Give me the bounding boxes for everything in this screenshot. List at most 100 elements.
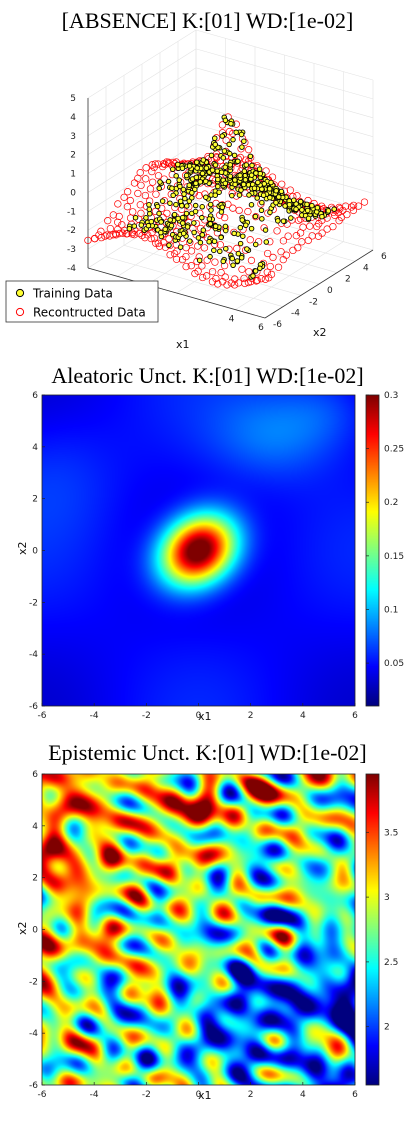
surface-chart-title: [ABSENCE] K:[01] WD:[1e-02] <box>61 8 354 33</box>
reconstructed-point <box>115 229 124 238</box>
training-point <box>208 152 215 159</box>
reconstructed-point <box>159 239 168 247</box>
training-point <box>282 203 288 209</box>
reconstructed-point <box>114 225 122 234</box>
reconstructed-point <box>166 251 174 259</box>
reconstructed-point <box>120 193 128 202</box>
training-point <box>199 204 205 210</box>
epistemic-colorbar <box>366 774 379 1085</box>
training-point <box>193 174 200 181</box>
epistemic-x-tick-label: -2 <box>142 1090 151 1100</box>
surface-z-tick-label: 5 <box>70 94 76 104</box>
training-point <box>286 202 293 208</box>
reconstructed-point <box>194 267 202 275</box>
aleatoric-x-tick-label: -2 <box>142 711 151 721</box>
surface-y-tick-label: -4 <box>291 309 300 319</box>
reconstructed-point <box>126 196 135 205</box>
aleatoric-y-tick-label: -4 <box>29 650 38 660</box>
epistemic-y-tick-label: 2 <box>32 874 38 884</box>
surface-y-tick-label: 0 <box>327 286 333 296</box>
reconstructed-point <box>146 185 155 193</box>
training-point <box>191 229 197 236</box>
training-point <box>146 206 153 213</box>
training-point <box>192 202 199 209</box>
training-point <box>186 182 192 189</box>
training-point <box>233 129 239 136</box>
training-point <box>240 233 246 239</box>
training-point <box>305 215 312 222</box>
reconstructed-point <box>329 222 337 231</box>
training-point <box>275 194 282 200</box>
reconstructed-point <box>277 248 285 256</box>
training-point <box>238 254 245 261</box>
training-point <box>167 200 173 206</box>
reconstructed-point <box>263 249 272 258</box>
reconstructed-point <box>231 275 239 283</box>
training-point <box>197 239 204 246</box>
training-point <box>215 176 221 183</box>
training-point <box>248 202 255 208</box>
reconstructed-point <box>137 209 145 217</box>
axis-edge <box>264 249 374 319</box>
training-point <box>212 223 219 230</box>
training-point <box>262 227 269 233</box>
training-point <box>169 185 175 191</box>
training-point <box>203 194 209 200</box>
training-point <box>229 192 235 199</box>
reconstructed-point <box>306 222 314 230</box>
training-point <box>170 192 176 199</box>
reconstructed-point <box>136 169 144 177</box>
epistemic-y-tick-label: -2 <box>29 977 38 987</box>
training-point <box>183 210 190 217</box>
training-point <box>209 167 216 173</box>
surface-y-tick-label: 2 <box>345 275 351 285</box>
training-point <box>187 238 193 244</box>
training-point <box>223 245 229 252</box>
aleatoric-x-tick-label: -6 <box>38 711 47 721</box>
training-point <box>219 133 226 139</box>
training-point <box>206 216 213 222</box>
reconstructed-point <box>286 186 294 194</box>
reconstructed-point <box>269 253 277 262</box>
training-point <box>192 186 198 193</box>
training-point <box>148 218 155 225</box>
reconstructed-point <box>150 234 159 243</box>
epistemic-x-tick-label: 0 <box>196 1090 202 1100</box>
training-point <box>215 183 221 190</box>
reconstructed-point <box>106 224 115 233</box>
training-point <box>177 183 183 190</box>
reconstructed-point <box>182 262 190 271</box>
training-point <box>231 152 238 159</box>
training-point <box>239 217 246 223</box>
training-point <box>200 227 207 233</box>
training-point <box>319 213 325 220</box>
reconstructed-point <box>141 191 150 200</box>
training-point <box>230 136 236 143</box>
reconstructed-point <box>154 172 163 180</box>
training-point <box>273 188 279 194</box>
reconstructed-point <box>223 281 231 289</box>
training-point <box>237 172 243 179</box>
training-point <box>158 219 164 225</box>
epistemic-heatmap-chart: -6 -4 -2 0 2 4 6 6 4 2 0 -2 -4 -6 3.5 3 2.5 2 x1 x2 <box>16 770 398 1102</box>
reconstructed-point <box>349 201 358 210</box>
training-point <box>211 238 218 245</box>
surface-x-axis-label: x1 <box>176 338 190 351</box>
training-point <box>219 204 226 210</box>
training-point <box>248 172 255 178</box>
reconstructed-point <box>244 207 252 216</box>
epistemic-x-tick-label: 4 <box>300 1090 306 1100</box>
training-point <box>212 162 219 168</box>
reconstructed-point <box>225 127 234 136</box>
reconstructed-point <box>267 270 276 279</box>
reconstructed-point <box>257 275 265 283</box>
training-point <box>212 192 219 198</box>
reconstructed-point <box>152 190 160 198</box>
epistemic-y-tick-label: 4 <box>32 822 38 832</box>
reconstructed-point <box>109 211 117 219</box>
training-point <box>266 186 273 192</box>
reconstructed-surface <box>84 113 369 289</box>
reconstructed-point <box>246 236 254 244</box>
aleatoric-colorbar-tick-label: 0.05 <box>384 659 404 669</box>
epistemic-chart-title: Epistemic Unct. K:[01] WD:[1e-02] <box>48 740 367 765</box>
